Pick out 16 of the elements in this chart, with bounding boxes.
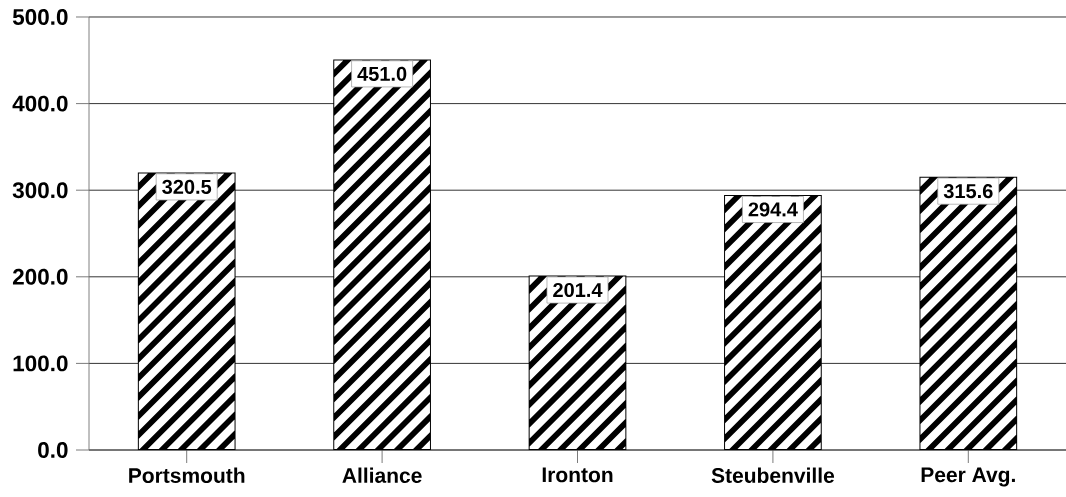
x-tick-label: Portsmouth	[129, 467, 245, 483]
data-label: 320.5	[162, 179, 212, 194]
x-tick-label: Peer Avg.	[921, 467, 1015, 487]
y-tick-label: 200.0	[12, 268, 68, 285]
y-tick-label: 100.0	[13, 355, 68, 372]
y-tick-label: 300.0	[12, 182, 68, 199]
y-tick-label: 0.0	[38, 442, 68, 458]
y-tick-label: 500.0	[12, 9, 68, 25]
data-label: 451.0	[357, 66, 407, 81]
y-tick-label: 400.0	[12, 95, 68, 112]
data-label: 294.4	[748, 202, 798, 217]
x-tick-label: Steubenville	[711, 467, 835, 483]
x-tick-label: Alliance	[342, 467, 422, 483]
data-label: 315.6	[943, 184, 993, 199]
x-tick-label: Ironton	[542, 467, 613, 483]
data-label: 201.4	[553, 282, 603, 298]
